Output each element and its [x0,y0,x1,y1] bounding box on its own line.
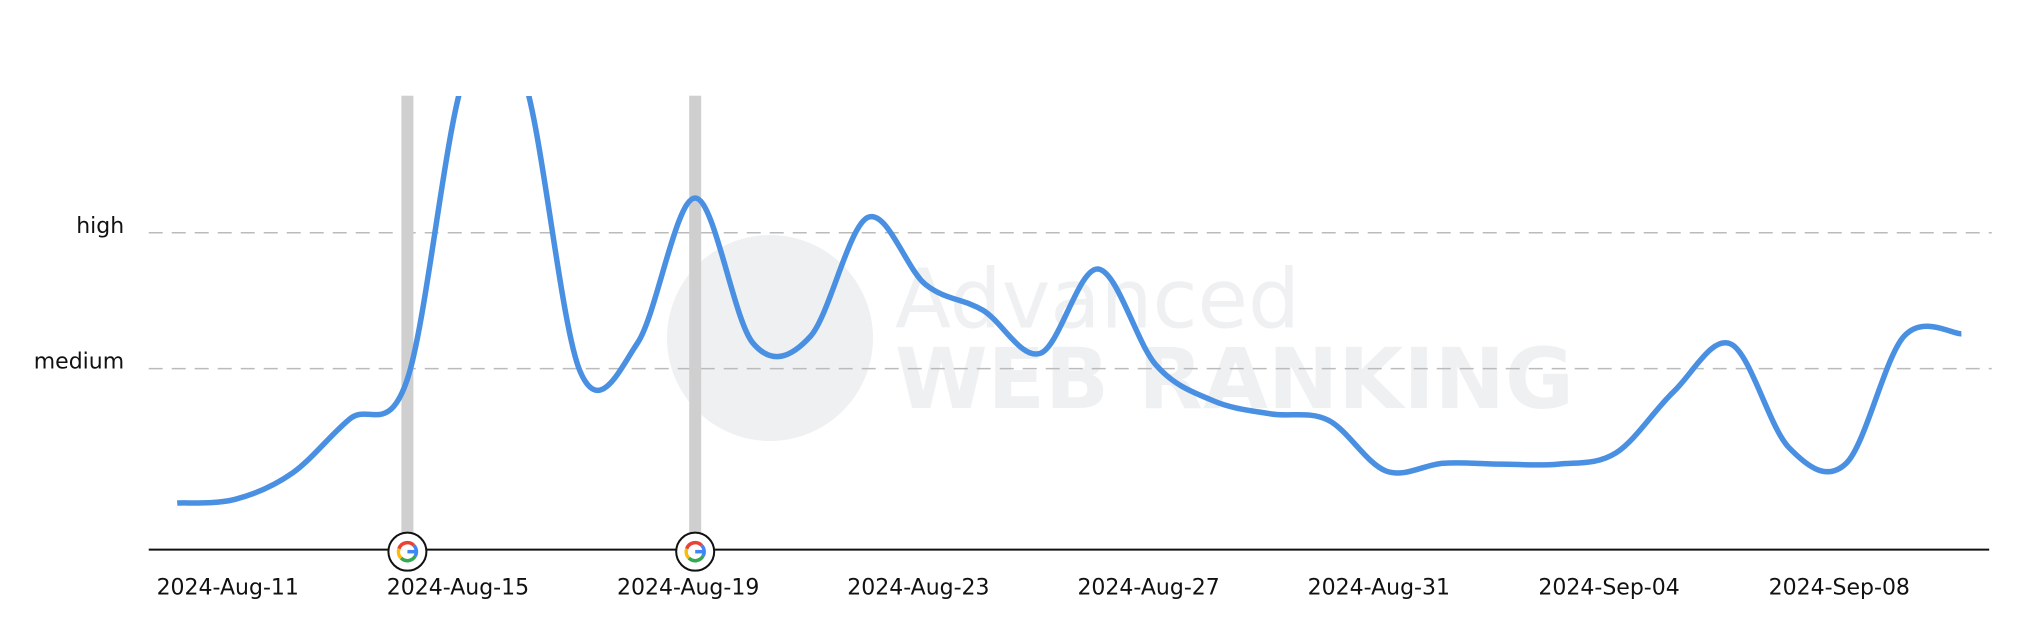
event-icon-g [397,540,416,550]
event-bar [401,95,414,550]
x-tick-label: 2024-Aug-31 [1308,575,1450,600]
watermark-text: WEB RANKING [895,330,1574,428]
event-icon-g [396,548,403,560]
watermark: Advanced WEB RANKING [667,235,1574,441]
event-icon-g [684,548,691,560]
line-series [177,96,1962,506]
x-tick-label: 2024-Sep-08 [1769,575,1910,600]
event-icon [387,531,428,572]
x-tick-label: 2024-Aug-23 [847,575,989,600]
x-tick-label: 2024-Aug-27 [1077,575,1219,600]
y-tick-label: high [76,214,124,239]
event-icon-g [399,555,417,563]
y-tick-label: medium [34,350,124,375]
x-tick-label: 2024-Aug-15 [387,575,529,600]
x-tick-label: 2024-Aug-11 [157,575,299,600]
x-tick-label: 2024-Aug-19 [617,575,759,600]
event-icon-g [687,555,705,563]
watermark-logo [667,235,873,441]
event-bar [689,95,702,550]
x-tick-label: 2024-Sep-04 [1538,575,1679,600]
event-icon [675,531,716,572]
event-icon-g [685,540,703,550]
